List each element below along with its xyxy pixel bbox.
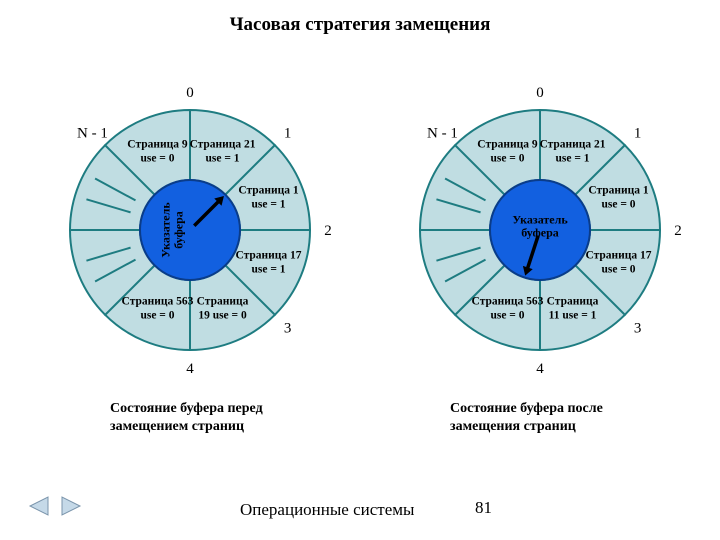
- svg-text:Страница 563: Страница 563: [122, 296, 194, 308]
- svg-text:N - 1: N - 1: [427, 125, 458, 141]
- svg-text:Страница 21: Страница 21: [189, 138, 255, 150]
- nav-prev-button[interactable]: [26, 495, 52, 517]
- svg-text:Страница 1: Страница 1: [588, 184, 649, 196]
- footer-text: Операционные системы: [240, 500, 414, 520]
- svg-text:use = 1: use = 1: [252, 198, 286, 210]
- svg-text:2: 2: [324, 223, 332, 239]
- page-title: Часовая стратегия замещения: [0, 14, 720, 36]
- svg-text:2: 2: [674, 223, 682, 239]
- svg-text:use = 1: use = 1: [252, 264, 286, 276]
- svg-text:4: 4: [536, 361, 544, 377]
- svg-text:4: 4: [186, 361, 194, 377]
- svg-text:буфера: буфера: [521, 226, 559, 240]
- svg-text:use = 0: use = 0: [490, 310, 524, 322]
- svg-text:Страница 17: Страница 17: [235, 250, 301, 262]
- triangle-right-icon: [58, 495, 84, 517]
- svg-text:19 use = 0: 19 use = 0: [198, 310, 247, 322]
- svg-text:use = 0: use = 0: [602, 198, 636, 210]
- svg-text:0: 0: [536, 85, 544, 101]
- svg-text:1: 1: [634, 125, 642, 141]
- clock-diagram-after: УказательбуфераСтраница 21use = 10Страни…: [410, 100, 670, 360]
- svg-text:use = 0: use = 0: [490, 152, 524, 164]
- svg-text:3: 3: [634, 321, 642, 337]
- svg-text:0: 0: [186, 85, 194, 101]
- svg-text:1: 1: [284, 125, 292, 141]
- svg-text:Страница 17: Страница 17: [585, 250, 651, 262]
- svg-text:N - 1: N - 1: [77, 125, 108, 141]
- svg-text:use = 0: use = 0: [602, 264, 636, 276]
- svg-text:Страница 9: Страница 9: [477, 138, 538, 150]
- svg-text:Страница 1: Страница 1: [238, 184, 299, 196]
- svg-text:use = 0: use = 0: [140, 152, 174, 164]
- svg-text:Страница: Страница: [547, 296, 599, 308]
- svg-text:use = 1: use = 1: [556, 152, 590, 164]
- nav-next-button[interactable]: [58, 495, 84, 517]
- svg-text:Страница 9: Страница 9: [127, 138, 188, 150]
- svg-text:11 use = 1: 11 use = 1: [549, 310, 597, 322]
- page-number: 81: [475, 498, 492, 518]
- svg-text:Страница 21: Страница 21: [539, 138, 605, 150]
- caption-before: Состояние буфера перед замещением страни…: [110, 400, 370, 435]
- svg-text:use = 0: use = 0: [140, 310, 174, 322]
- caption-after: Состояние буфера после замещения страниц: [450, 400, 710, 435]
- svg-text:Указатель: Указатель: [512, 213, 568, 227]
- svg-text:3: 3: [284, 321, 292, 337]
- clock-diagram-before: УказательбуфераСтраница 21use = 10Страни…: [60, 100, 320, 360]
- svg-text:use = 1: use = 1: [206, 152, 240, 164]
- svg-text:Указатель: Указатель: [159, 202, 173, 258]
- svg-text:Страница: Страница: [197, 296, 249, 308]
- svg-text:буфера: буфера: [172, 211, 186, 249]
- triangle-left-icon: [26, 495, 52, 517]
- svg-text:Страница 563: Страница 563: [472, 296, 544, 308]
